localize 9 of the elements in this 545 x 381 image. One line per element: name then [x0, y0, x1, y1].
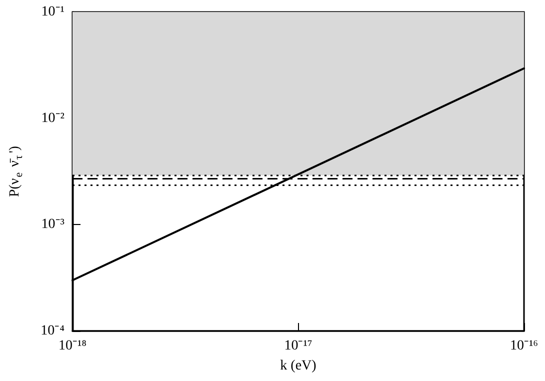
- y-tick-label: 10⁻²: [41, 110, 64, 126]
- y-tick-label: 10⁻³: [41, 217, 64, 232]
- x-tick-label: 10⁻¹⁶: [510, 338, 538, 354]
- x-axis-title: k (eV): [280, 358, 317, 374]
- y-tick-label: 10⁻¹: [41, 4, 64, 20]
- x-tick-label: 10⁻¹⁸: [58, 338, 87, 354]
- y-axis-title: P(νe ν̄τ'): [8, 146, 25, 198]
- y-tick-label: 10⁻⁴: [40, 324, 65, 338]
- x-tick-label: 10⁻¹⁷: [284, 338, 312, 354]
